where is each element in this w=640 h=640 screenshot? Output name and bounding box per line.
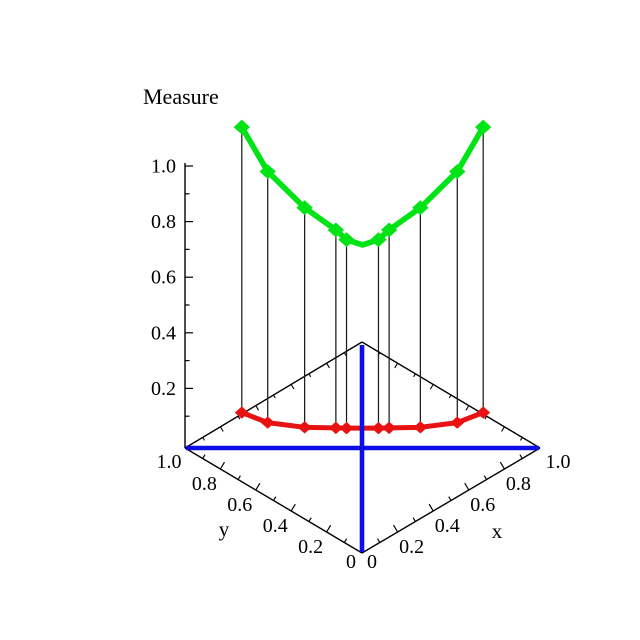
back-left-tick: [326, 362, 330, 369]
x-axis-tick-label: 0.8: [506, 473, 531, 495]
y-axis-tick: [202, 454, 206, 459]
green-series-marker: [370, 232, 387, 248]
red-series-marker: [450, 416, 465, 429]
green-series-marker: [338, 232, 355, 248]
green-series-marker: [380, 222, 398, 238]
red-series-marker: [297, 421, 312, 434]
back-right-tick: [429, 384, 434, 390]
z-axis-tick-label: 0.4: [151, 322, 176, 344]
back-left-tick: [237, 415, 241, 420]
y-axis-tick: [326, 524, 332, 533]
back-left-tick: [202, 437, 205, 441]
x-axis-tick: [448, 496, 452, 501]
green-series-marker: [475, 119, 492, 135]
y-axis-tick: [219, 461, 225, 470]
back-left-tick: [290, 384, 295, 390]
y-axis-tick: [255, 482, 261, 491]
x-axis-tick-label: 0.6: [470, 494, 495, 516]
x-axis-tick-label: 0.4: [435, 515, 460, 537]
x-axis-tick: [428, 503, 434, 512]
y-axis-tick-label: 0.8: [192, 473, 217, 495]
y-axis-origin-label: 0: [346, 551, 356, 573]
x-axis-max-label: 1.0: [546, 451, 571, 473]
back-right-tick: [413, 373, 416, 378]
back-left-tick: [343, 352, 347, 356]
x-axis-tick: [519, 454, 523, 459]
z-axis-tick-label: 1.0: [151, 156, 176, 178]
red-series-marker: [339, 421, 354, 435]
red-series-marker: [382, 421, 397, 435]
green-series-marker: [296, 200, 313, 216]
y-axis-tick-label: 0.4: [263, 515, 288, 537]
green-series-marker: [449, 164, 466, 179]
x-axis-tick: [464, 482, 470, 491]
x-axis-title: x: [492, 519, 503, 543]
red-series-marker: [371, 421, 386, 435]
back-right-tick: [519, 437, 523, 441]
z-axis-tick-label: 0.2: [151, 378, 176, 400]
green-series-marker: [412, 200, 429, 216]
green-series-line: [239, 124, 487, 248]
red-series-marker: [476, 406, 491, 419]
back-left-tick: [219, 426, 224, 432]
chart-layer: 0.2 0.4 0.6 0.8 1.0 0.2 0.4 0.6 0.8 1.0 0 0 0.2 0.4 0.…: [151, 119, 571, 573]
red-series-marker: [328, 421, 343, 435]
z-axis-tick-label: 0.6: [151, 267, 176, 289]
z-axis-tick-label: 0.8: [151, 211, 176, 233]
red-series-marker: [413, 421, 428, 434]
green-series-marker: [259, 164, 276, 179]
y-axis-title: y: [219, 517, 230, 541]
y-axis-max-label: 1.0: [157, 451, 182, 473]
z-axis-title: Measure: [143, 84, 219, 109]
x-axis-tick-label: 0.2: [399, 536, 424, 558]
x-axis-tick: [499, 461, 505, 470]
red-series-marker: [260, 416, 275, 429]
y-axis-tick: [237, 475, 241, 480]
back-right-tick: [465, 405, 470, 411]
y-axis-tick: [272, 496, 277, 501]
y-axis-tick-label: 0.2: [298, 536, 323, 558]
back-left-tick: [273, 394, 276, 399]
back-left-tick: [308, 373, 312, 378]
x-axis-origin-label: 0: [367, 551, 377, 573]
y-axis-tick: [290, 503, 296, 512]
back-left-tick: [255, 405, 260, 411]
back-right-tick: [501, 426, 505, 432]
back-right-tick: [484, 415, 488, 420]
green-series-marker: [327, 222, 345, 238]
red-series-marker: [234, 406, 249, 419]
y-axis-tick: [308, 517, 312, 522]
back-right-tick: [394, 362, 399, 369]
x-axis-tick: [412, 517, 416, 522]
back-right-tick: [448, 394, 452, 399]
x-axis-tick: [376, 538, 381, 543]
y-axis-tick: [343, 538, 348, 543]
y-axis-tick-label: 0.6: [227, 494, 252, 516]
x-axis-tick: [393, 524, 399, 533]
x-axis-tick: [483, 475, 488, 480]
green-series-marker: [233, 119, 250, 135]
